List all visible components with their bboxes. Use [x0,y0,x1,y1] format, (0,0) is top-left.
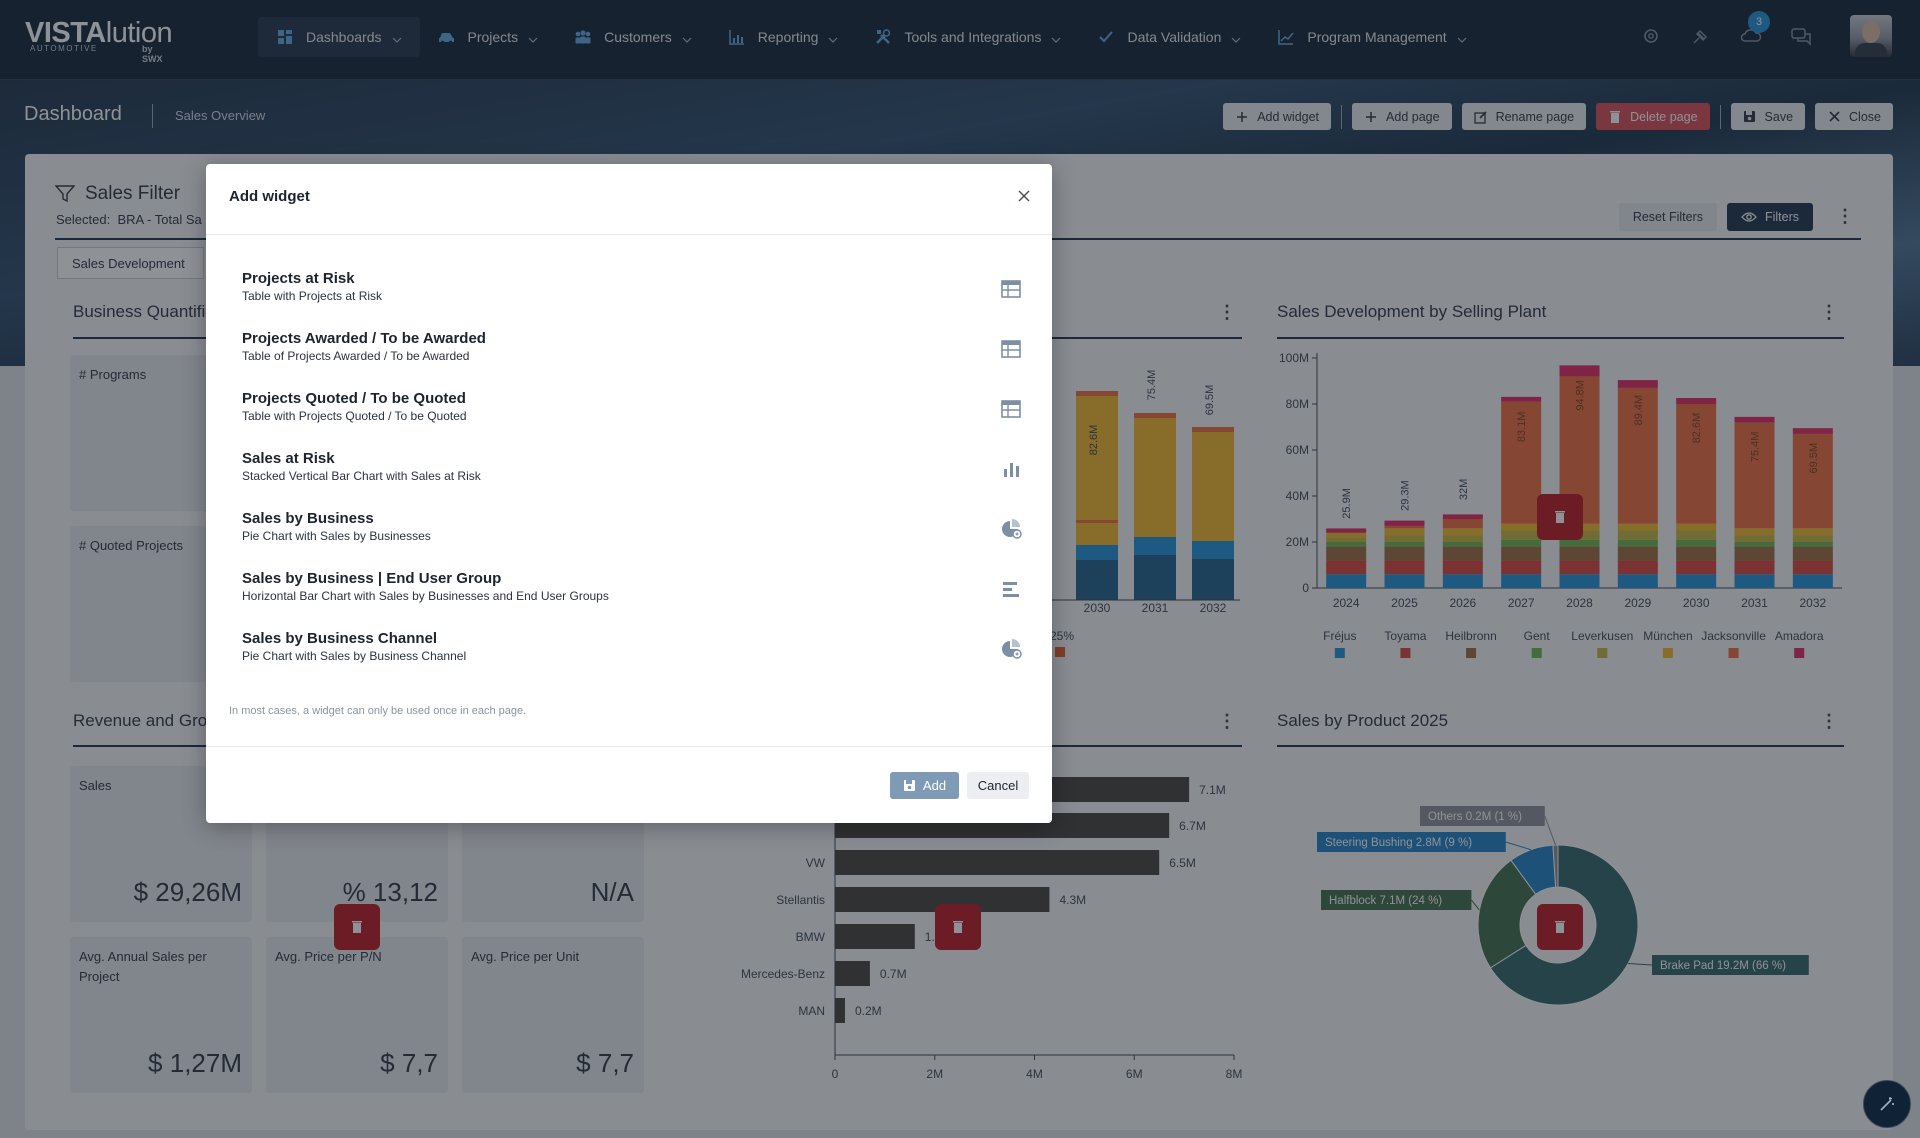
bar-chart-icon [1000,458,1022,480]
pie-chart-icon [1000,638,1022,660]
widget-option[interactable]: Sales at Risk Stacked Vertical Bar Chart … [242,450,1022,498]
widget-option[interactable]: Projects at Risk Table with Projects at R… [242,270,1022,318]
widget-name: Sales by Business | End User Group [242,570,502,587]
modal-title: Add widget [229,188,310,205]
widget-name: Projects Quoted / To be Quoted [242,390,466,407]
modal-footer-divider [206,746,1052,747]
widget-name: Projects Awarded / To be Awarded [242,330,486,347]
widget-description: Pie Chart with Sales by Business Channel [242,649,467,663]
add-label: Add [922,778,947,793]
add-widget-modal: Add widget Projects at Risk Table with Pr… [206,164,1052,823]
widget-description: Horizontal Bar Chart with Sales by Busin… [242,589,609,603]
widget-description: Pie Chart with Sales by Businesses [242,529,431,543]
modal-close-icon[interactable] [1016,188,1032,204]
widget-option[interactable]: Sales by Business | End User Group Horizo… [242,570,1022,618]
modal-header-divider [206,234,1052,235]
widget-name: Projects at Risk [242,270,355,287]
widget-option[interactable]: Projects Quoted / To be Quoted Table with… [242,390,1022,438]
widget-description: Table of Projects Awarded / To be Awarde… [242,349,470,363]
modal-note: In most cases, a widget can only be used… [229,705,527,717]
widget-name: Sales at Risk [242,450,335,467]
table-icon [1000,338,1022,360]
floppy-icon [903,780,915,791]
cancel-button[interactable]: Cancel [967,772,1029,799]
pie-chart-icon [1000,518,1022,540]
widget-description: Stacked Vertical Bar Chart with Sales at… [242,469,481,483]
widget-name: Sales by Business [242,510,374,527]
horizontal-bar-icon [1000,578,1022,600]
widget-description: Table with Projects at Risk [242,289,383,303]
add-button[interactable]: Add [890,772,959,799]
magic-wand-icon [1880,1097,1894,1111]
table-icon [1000,278,1022,300]
widget-option[interactable]: Projects Awarded / To be Awarded Table of… [242,330,1022,378]
widget-name: Sales by Business Channel [242,630,438,647]
edit-layout-fab[interactable] [1863,1080,1911,1128]
widget-description: Table with Projects Quoted / To be Quote… [242,409,467,423]
widget-option[interactable]: Sales by Business Channel Pie Chart with … [242,630,1022,678]
table-icon [1000,398,1022,420]
widget-option[interactable]: Sales by Business Pie Chart with Sales by… [242,510,1022,558]
